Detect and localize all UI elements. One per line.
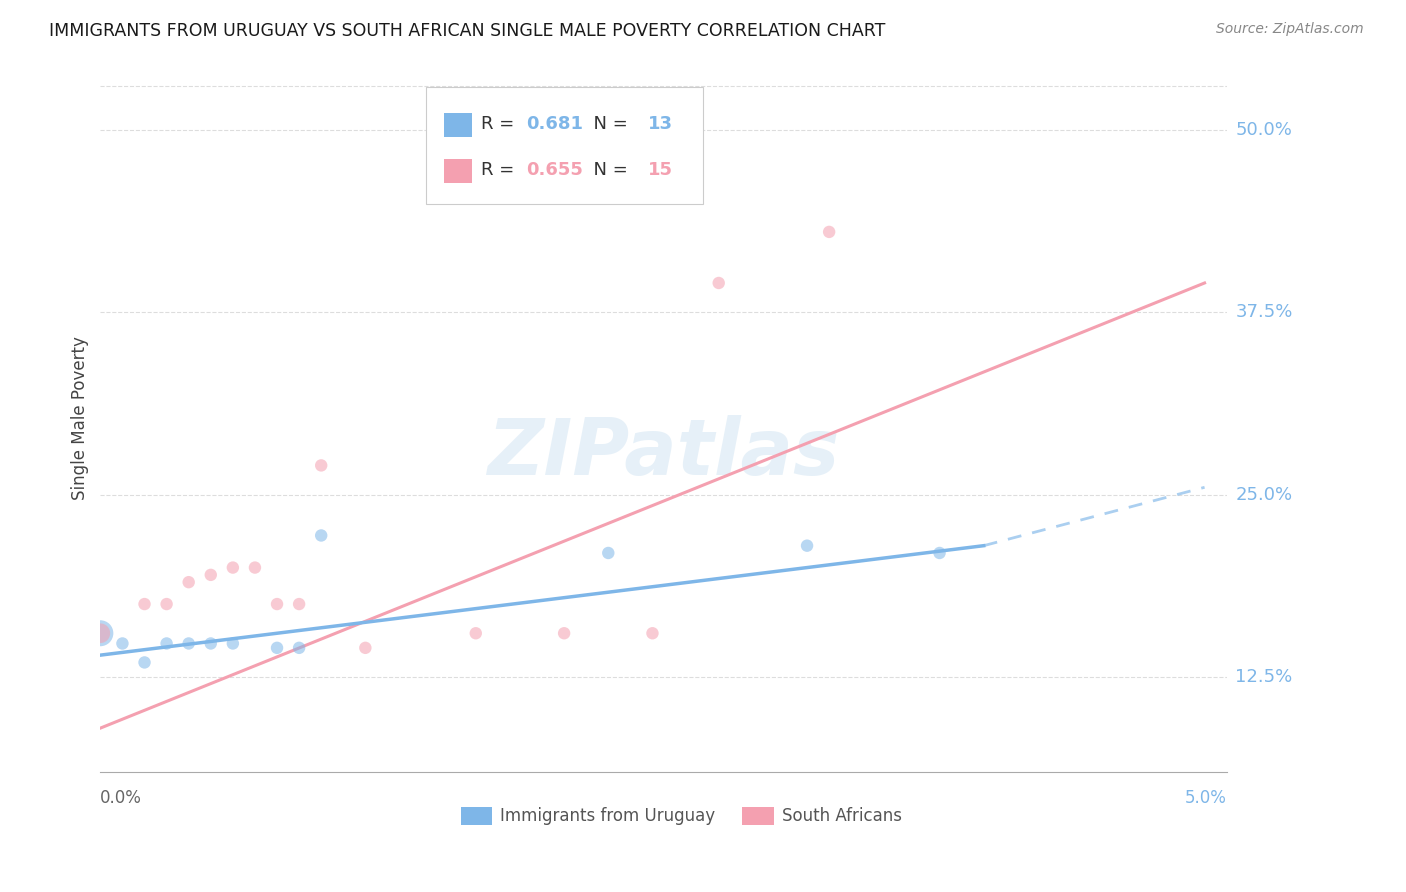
Text: 15: 15 [648,161,672,179]
Text: 0.681: 0.681 [526,115,583,133]
Point [155,597,177,611]
Point [641,626,664,640]
Text: Immigrants from Uruguay: Immigrants from Uruguay [501,806,716,825]
Point [266,597,288,611]
Y-axis label: Single Male Poverty: Single Male Poverty [72,336,89,500]
Point [243,560,266,574]
Text: 5.0%: 5.0% [1185,789,1226,807]
Point [553,626,575,640]
Text: N =: N = [582,161,634,179]
Text: South Africans: South Africans [782,806,901,825]
Point [89,626,111,640]
Text: Source: ZipAtlas.com: Source: ZipAtlas.com [1216,22,1364,37]
Point [89,626,111,640]
Bar [742,807,773,825]
Text: ZIPatlas: ZIPatlas [488,416,839,491]
Point [134,597,156,611]
Bar [461,807,492,825]
Point [553,137,575,152]
Bar [444,113,472,137]
Point [288,597,311,611]
Point [155,636,177,650]
Text: 25.0%: 25.0% [1236,485,1292,504]
Point [464,626,486,640]
Point [928,546,950,560]
Text: 37.5%: 37.5% [1236,303,1294,321]
Point [200,636,222,650]
Text: 0.0%: 0.0% [100,789,142,807]
Point [309,528,332,542]
Point [598,546,620,560]
Text: R =: R = [481,115,520,133]
Text: 13: 13 [648,115,672,133]
FancyBboxPatch shape [426,87,703,204]
Point [111,636,134,650]
Text: IMMIGRANTS FROM URUGUAY VS SOUTH AFRICAN SINGLE MALE POVERTY CORRELATION CHART: IMMIGRANTS FROM URUGUAY VS SOUTH AFRICAN… [49,22,886,40]
Point [288,640,311,655]
Point [309,458,332,473]
Bar [444,159,472,183]
Point [222,636,245,650]
Point [200,567,222,582]
Point [177,575,200,590]
Point [177,636,200,650]
Point [354,640,377,655]
Point [134,656,156,670]
Text: 0.655: 0.655 [526,161,583,179]
Text: N =: N = [582,115,634,133]
Text: 50.0%: 50.0% [1236,120,1292,139]
Text: 12.5%: 12.5% [1236,668,1292,686]
Point [707,276,730,290]
Point [796,539,818,553]
Point [222,560,245,574]
Text: R =: R = [481,161,520,179]
Point [266,640,288,655]
Point [818,225,841,239]
